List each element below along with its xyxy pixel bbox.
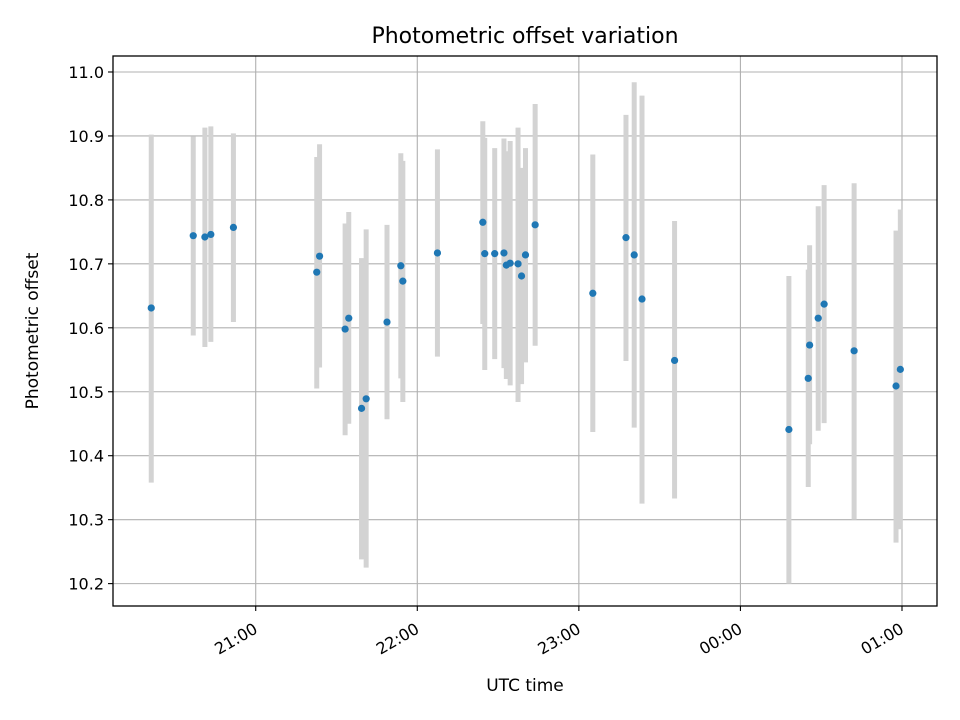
data-point: [506, 259, 514, 267]
data-point: [814, 314, 822, 322]
data-point: [147, 304, 155, 312]
y-tick-label: 10.8: [68, 191, 104, 210]
x-tick-label: 01:00: [858, 619, 907, 659]
data-point: [589, 289, 597, 297]
data-point: [514, 260, 522, 268]
y-axis-ticks: 10.2 10.3 10.4 10.5 10.6 10.7 10.8 10.9 11.0: [68, 63, 113, 594]
x-tick-label: 21:00: [211, 619, 260, 659]
data-point: [850, 347, 858, 355]
x-tick-label: 22:00: [373, 619, 422, 659]
data-point: [820, 300, 828, 308]
data-point: [517, 272, 526, 280]
data-point: [357, 404, 366, 412]
data-point: [433, 249, 442, 257]
data-point: [481, 250, 489, 258]
error-bars: [148, 82, 903, 584]
data-point: [670, 356, 679, 365]
y-tick-label: 10.5: [68, 383, 104, 402]
data-point: [896, 365, 904, 373]
y-tick-label: 10.6: [68, 319, 104, 338]
data-point: [531, 221, 539, 229]
data-point: [500, 249, 508, 257]
data-point: [630, 251, 638, 259]
y-tick-label: 10.9: [68, 127, 104, 146]
y-tick-label: 10.7: [68, 255, 104, 274]
data-point: [341, 325, 349, 333]
x-tick-label: 23:00: [534, 619, 583, 659]
data-point: [397, 262, 405, 270]
x-axis-label: UTC time: [486, 676, 564, 696]
data-point: [804, 374, 812, 382]
data-point: [313, 268, 321, 276]
data-points: [147, 218, 904, 434]
data-point: [785, 425, 793, 434]
y-axis-label: Photometric offset: [23, 252, 43, 409]
y-tick-label: 10.3: [68, 511, 104, 530]
data-point: [189, 232, 197, 240]
y-tick-label: 11.0: [68, 63, 104, 82]
data-point: [806, 341, 814, 349]
data-point: [491, 250, 499, 258]
data-point: [315, 252, 324, 260]
data-point: [362, 395, 370, 403]
data-point: [229, 223, 238, 231]
data-point: [892, 382, 900, 390]
chart-title: Photometric offset variation: [371, 24, 678, 49]
data-point: [201, 233, 209, 241]
y-tick-label: 10.4: [68, 447, 104, 466]
data-point: [479, 218, 487, 226]
plot-frame: [112, 55, 938, 607]
data-point: [622, 234, 630, 242]
data-point: [638, 295, 646, 303]
x-axis-ticks: 21:00 22:00 23:00 00:00 01:00: [211, 606, 907, 659]
data-point: [383, 318, 391, 326]
x-tick-label: 00:00: [696, 619, 745, 659]
y-tick-label: 10.2: [68, 575, 104, 594]
data-point: [207, 230, 215, 239]
data-point: [399, 277, 407, 285]
data-point: [345, 314, 353, 322]
data-point: [521, 251, 530, 259]
